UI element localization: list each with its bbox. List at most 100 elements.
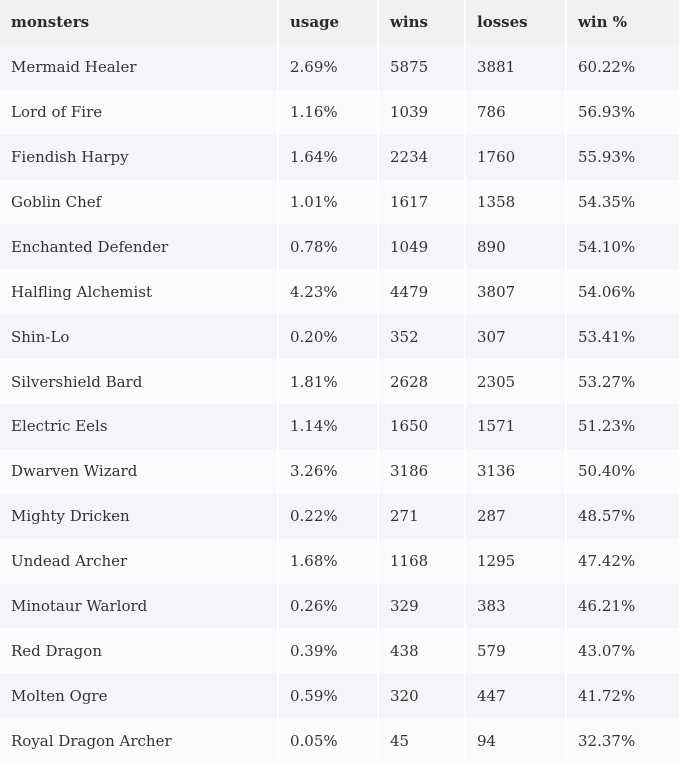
table-row: Lord of Fire 1.16% 1039 786 56.93% [0,89,679,135]
table-cell: 41.72% [566,673,679,719]
table-cell: 53.41% [566,314,679,360]
table-cell: 60.22% [566,44,679,90]
table-cell: Royal Dragon Archer [0,718,279,764]
table-cell: Mermaid Healer [0,44,279,90]
table-cell: Lord of Fire [0,89,279,135]
table-cell: 786 [465,89,567,135]
table-cell: 3.26% [278,448,379,494]
table-cell: 271 [378,493,466,539]
table-cell: 0.59% [278,673,379,719]
table-cell: 54.35% [566,179,679,225]
table-cell: 4479 [378,269,466,315]
table-cell: 3186 [378,448,466,494]
table-cell: 3881 [465,44,567,90]
table-cell: 5875 [378,44,466,90]
column-header: wins [378,0,466,45]
table-cell: 50.40% [566,448,679,494]
table-cell: 32.37% [566,718,679,764]
table-row: Mermaid Healer 2.69% 5875 3881 60.22% [0,44,679,90]
table-row: Undead Archer 1.68% 1168 1295 47.42% [0,538,679,584]
table-cell: 47.42% [566,538,679,584]
table-cell: Electric Eels [0,404,279,449]
table-cell: 43.07% [566,628,679,674]
table-cell: 54.06% [566,269,679,315]
table-cell: 1650 [378,404,466,449]
table-cell: 1295 [465,538,567,584]
table-cell: Molten Ogre [0,673,279,719]
table-cell: 53.27% [566,359,679,405]
table-cell: 1.81% [278,359,379,405]
table-cell: 1760 [465,134,567,180]
table-cell: 3807 [465,269,567,315]
table-row: Electric Eels 1.14% 1650 1571 51.23% [0,404,679,449]
table-cell: 352 [378,314,466,360]
table-cell: Shin-Lo [0,314,279,360]
table-cell: 447 [465,673,567,719]
table-cell: 2305 [465,359,567,405]
table-row: Halfling Alchemist 4.23% 4479 3807 54.06% [0,269,679,315]
table-cell: 1.16% [278,89,379,135]
table-body: Mermaid Healer 2.69% 5875 3881 60.22% Lord of… [0,44,679,764]
table-cell: 0.39% [278,628,379,674]
table-cell: 0.78% [278,224,379,270]
table-row: Shin-Lo 0.20% 352 307 53.41% [0,314,679,360]
table-cell: 329 [378,583,466,629]
table-cell: 320 [378,673,466,719]
table-cell: 1.01% [278,179,379,225]
table-cell: 287 [465,493,567,539]
table-cell: 56.93% [566,89,679,135]
table-cell: 2.69% [278,44,379,90]
table-cell: 54.10% [566,224,679,270]
table-cell: 45 [378,718,466,764]
column-header: usage [278,0,379,45]
table-cell: Undead Archer [0,538,279,584]
table-cell: 0.20% [278,314,379,360]
table-cell: 438 [378,628,466,674]
table-cell: 1049 [378,224,466,270]
table-cell: 1.14% [278,404,379,449]
table-row: Goblin Chef 1.01% 1617 1358 54.35% [0,179,679,225]
table-cell: 383 [465,583,567,629]
table-cell: 1.68% [278,538,379,584]
table-row: Enchanted Defender 0.78% 1049 890 54.10% [0,224,679,270]
table-cell: Goblin Chef [0,179,279,225]
table-cell: 3136 [465,448,567,494]
table-cell: 579 [465,628,567,674]
table-cell: Enchanted Defender [0,224,279,270]
table-cell: 2234 [378,134,466,180]
table-cell: 1617 [378,179,466,225]
table-cell: 890 [465,224,567,270]
table-row: Dwarven Wizard 3.26% 3186 3136 50.40% [0,448,679,494]
table-cell: 4.23% [278,269,379,315]
table-cell: 51.23% [566,404,679,449]
table-row: Silvershield Bard 1.81% 2628 2305 53.27% [0,359,679,405]
table-cell: 55.93% [566,134,679,180]
table-cell: 94 [465,718,567,764]
header-row: monsters usage wins losses win % [0,0,679,45]
table-cell: Halfling Alchemist [0,269,279,315]
table-row: Royal Dragon Archer 0.05% 45 94 32.37% [0,718,679,764]
table-cell: 307 [465,314,567,360]
table-cell: 1.64% [278,134,379,180]
column-header: win % [566,0,679,45]
table-cell: 0.05% [278,718,379,764]
table-row: Mighty Dricken 0.22% 271 287 48.57% [0,493,679,539]
column-header: losses [465,0,567,45]
table-cell: 1039 [378,89,466,135]
table-cell: 1571 [465,404,567,449]
table-cell: 0.26% [278,583,379,629]
table-cell: Dwarven Wizard [0,448,279,494]
table-row: Fiendish Harpy 1.64% 2234 1760 55.93% [0,134,679,180]
table-cell: Minotaur Warlord [0,583,279,629]
table-cell: 48.57% [566,493,679,539]
table-cell: 1168 [378,538,466,584]
table-row: Red Dragon 0.39% 438 579 43.07% [0,628,679,674]
table-cell: Silvershield Bard [0,359,279,405]
table-cell: Mighty Dricken [0,493,279,539]
table-cell: Red Dragon [0,628,279,674]
table-cell: 1358 [465,179,567,225]
table-row: Molten Ogre 0.59% 320 447 41.72% [0,673,679,719]
table-cell: Fiendish Harpy [0,134,279,180]
